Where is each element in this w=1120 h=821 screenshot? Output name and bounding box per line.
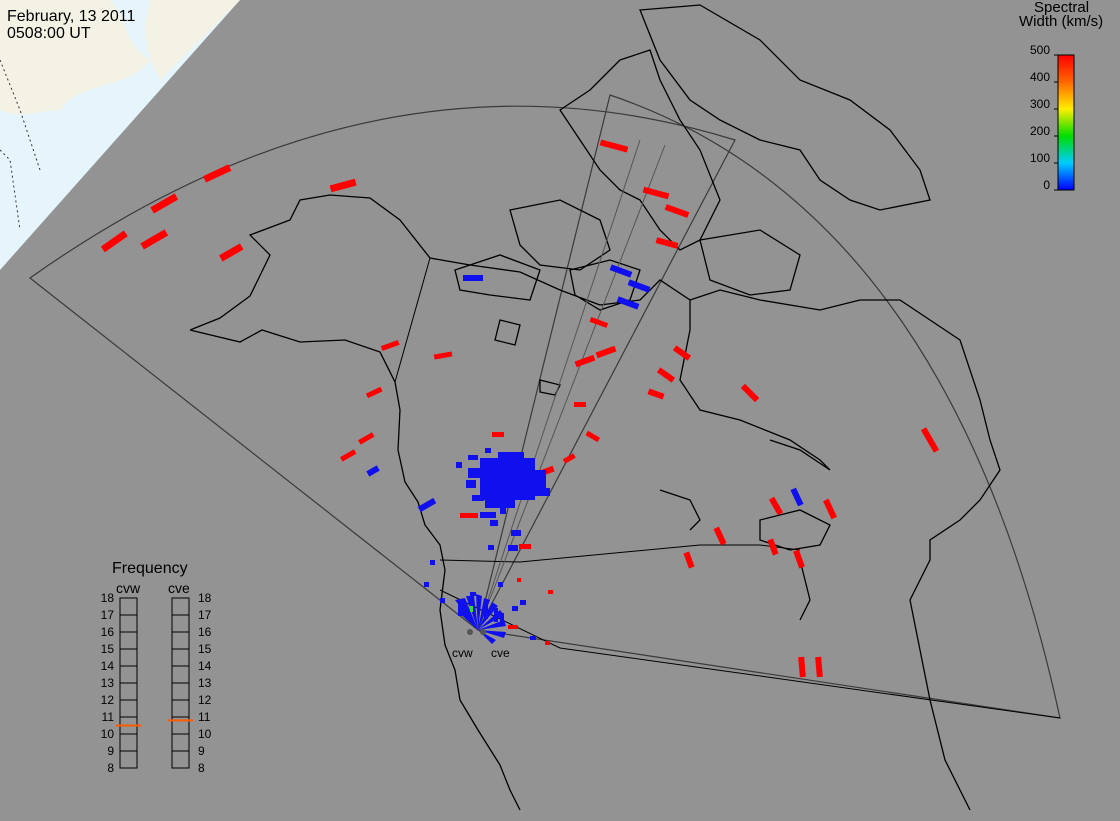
colorbar-tick-0: 0	[1043, 178, 1050, 192]
coastlines	[189, 4, 1001, 811]
colorbar-tick-400: 400	[1029, 70, 1050, 84]
frequency-scale-tick: 8	[107, 761, 114, 775]
frequency-scale-tick: 11	[101, 710, 114, 724]
frequency-scale-tick: 13	[100, 676, 114, 690]
frequency-scale-tick: 10	[100, 727, 114, 741]
frequency-scale-tick: 8	[198, 761, 205, 775]
colorbar-tick-500: 500	[1029, 43, 1050, 57]
frequency-scale-tick: 14	[198, 659, 212, 673]
frequency-scale-tick: 14	[100, 659, 114, 673]
daylight-region	[0, 0, 240, 270]
fields-of-view	[28, 94, 1061, 719]
frequency-radar-label-cve: cve	[168, 580, 190, 596]
time-label: 0508:00 UT	[7, 25, 91, 42]
beam-lines	[477, 139, 666, 631]
frequency-scale-tick: 9	[198, 744, 205, 758]
frequency-title: Frequency	[112, 560, 188, 577]
colorbar-tick-100: 100	[1029, 151, 1050, 165]
frequency-scale-tick: 18	[198, 591, 212, 605]
frequency-scale-tick: 12	[198, 693, 212, 707]
blue-echoes	[366, 264, 804, 644]
radar-site-label-cve: cve	[491, 646, 510, 660]
frequency-scale-tick: 17	[100, 608, 114, 622]
frequency-scale-tick: 17	[198, 608, 212, 622]
radar-site-markers	[467, 629, 486, 635]
frequency-scale-tick: 10	[198, 727, 212, 741]
red-echoes	[100, 139, 940, 678]
frequency-scale-tick: 18	[100, 591, 114, 605]
frequency-markers	[116, 719, 193, 727]
frequency-scale-tick: 15	[100, 642, 114, 656]
frequency-gauges	[119, 597, 190, 769]
colorbar-title-line2: Width (km/s)	[1019, 13, 1104, 30]
frequency-radar-label-cvw: cvw	[116, 580, 141, 596]
date-label: February, 13 2011	[7, 8, 136, 25]
frequency-scale-tick: 12	[100, 693, 114, 707]
radar-site-label-cvw: cvw	[452, 646, 473, 660]
green-echoes	[470, 606, 473, 612]
frequency-scale-tick: 16	[198, 625, 212, 639]
frequency-scale-tick: 13	[198, 676, 212, 690]
frequency-scale-tick: 15	[198, 642, 212, 656]
colorbar-tick-300: 300	[1029, 97, 1050, 111]
frequency-scale-tick: 16	[100, 625, 114, 639]
frequency-scale-tick: 11	[198, 710, 211, 724]
colorbar-tick-200: 200	[1029, 124, 1050, 138]
frequency-scale-tick: 9	[107, 744, 114, 758]
colorbar	[1054, 54, 1075, 191]
colorbar-title-line1: Spectral	[1034, 0, 1090, 16]
